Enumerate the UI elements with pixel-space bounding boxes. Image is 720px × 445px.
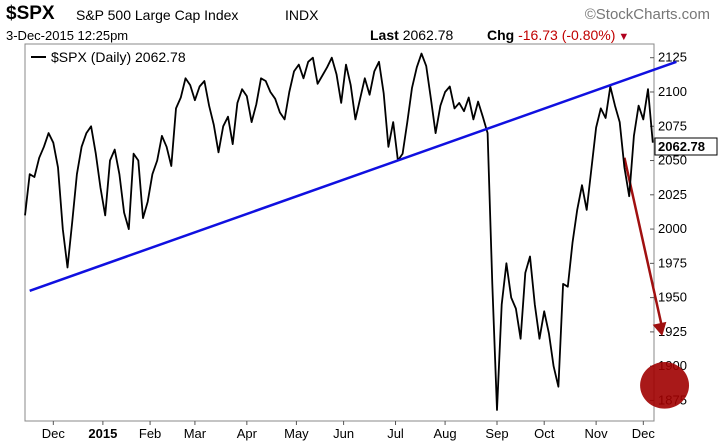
- y-tick-label: 2000: [658, 221, 687, 236]
- down-arrow-head: [652, 321, 667, 337]
- legend: $SPX (Daily) 2062.78: [31, 49, 186, 65]
- last-value-box: [654, 137, 718, 156]
- plot-frame: [24, 43, 655, 422]
- chg-value: -16.73 (-0.80%): [518, 27, 616, 43]
- x-tick-label: Sep: [485, 426, 508, 441]
- last-value: 2062.78: [402, 27, 454, 43]
- x-tick-label: Aug: [434, 426, 457, 441]
- y-tick-label: 2100: [658, 84, 687, 99]
- last-price: Last 2062.78: [370, 27, 453, 43]
- x-tick-label: Mar: [184, 426, 207, 441]
- x-axis: Dec 2015 Feb Mar Apr May Jun Jul Aug Sep Oct Nov Dec: [42, 421, 656, 441]
- last-value-label: 2062.78: [658, 139, 705, 154]
- y-tick-label: 1925: [658, 324, 687, 339]
- price-series: [24, 52, 654, 411]
- x-tick-label: 2015: [88, 426, 117, 441]
- chart-header: $SPX S&P 500 Large Cap Index INDX ©Stock…: [0, 0, 720, 44]
- brand-logo[interactable]: ©StockCharts.com: [584, 6, 710, 23]
- index-name: S&P 500 Large Cap Index: [76, 7, 239, 23]
- y-axis: 1875190019251950197520002025205020752100…: [650, 50, 687, 407]
- y-tick-label: 2125: [658, 50, 687, 65]
- legend-label: $SPX (Daily) 2062.78: [51, 49, 186, 65]
- highlight-circle: [640, 362, 690, 409]
- x-tick-label: Jun: [333, 426, 354, 441]
- x-tick-label: Apr: [237, 426, 258, 441]
- y-tick-label: 2075: [658, 118, 687, 133]
- y-tick-label: 1975: [658, 255, 687, 270]
- x-tick-label: Nov: [585, 426, 609, 441]
- symbol: $SPX: [6, 3, 55, 24]
- y-tick-label: 1950: [658, 290, 687, 305]
- down-arrow-icon: ▼: [618, 31, 630, 43]
- trendline-series: [29, 60, 677, 292]
- x-tick-label: May: [284, 426, 309, 441]
- x-tick-label: Oct: [534, 426, 555, 441]
- x-tick-label: Jul: [387, 426, 404, 441]
- series-layer: [24, 52, 677, 411]
- exchange: INDX: [285, 7, 319, 23]
- last-value-tag: 2062.78: [654, 137, 718, 156]
- x-tick-label: Feb: [139, 426, 161, 441]
- chg-label: Chg: [487, 27, 515, 43]
- y-tick-label: 2050: [658, 153, 687, 168]
- last-label: Last: [370, 27, 399, 43]
- price-change: Chg -16.73 (-0.80%) ▼: [487, 27, 629, 43]
- y-tick-label: 2025: [658, 187, 687, 202]
- x-tick-label: Dec: [42, 426, 66, 441]
- x-tick-label: Dec: [632, 426, 656, 441]
- chart-date: 3-Dec-2015 12:25pm: [6, 28, 129, 43]
